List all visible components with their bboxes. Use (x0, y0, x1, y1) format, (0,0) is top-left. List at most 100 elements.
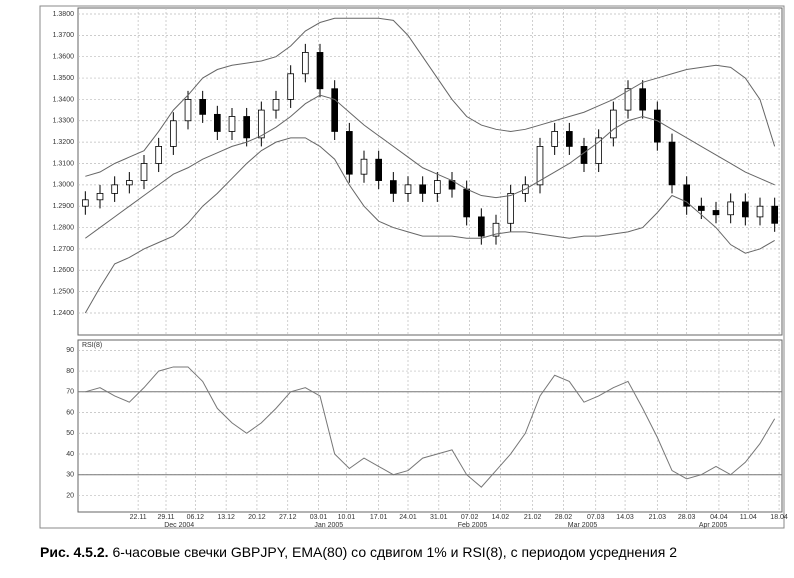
x-tick-label: 04.04 (710, 514, 728, 521)
candle-body (199, 99, 207, 115)
candle-body (742, 201, 749, 218)
month-label: Feb 2005 (458, 522, 488, 529)
candle-body (243, 116, 251, 139)
candle-body (331, 88, 339, 132)
y-tick-label: 1.3400 (53, 96, 75, 103)
y-tick-label: 1.3700 (53, 32, 75, 39)
candle-body (756, 205, 764, 218)
y-tick-label: 20 (66, 492, 74, 499)
candle-body (610, 109, 617, 139)
candle-body (404, 184, 412, 194)
candle-body (213, 113, 221, 132)
y-tick-label: 1.3100 (53, 160, 75, 167)
candle-body (389, 180, 397, 194)
candle-body (551, 131, 559, 147)
y-tick-label: 1.2700 (53, 246, 75, 253)
month-label: Dec 2004 (164, 522, 194, 529)
y-tick-label: 70 (66, 389, 74, 396)
line (85, 17, 776, 177)
x-tick-label: 28.02 (555, 514, 573, 521)
price-panel (77, 7, 783, 336)
caption: Рис. 4.5.2. 6-часовые свечки GBPJPY, EMA… (40, 544, 677, 560)
candle-body (536, 146, 544, 186)
candle-body (492, 222, 500, 237)
month-label: Jan 2005 (314, 522, 343, 529)
candle-body (287, 73, 295, 100)
candle-body (698, 205, 705, 211)
candle-body (301, 52, 309, 75)
candle-body (111, 184, 118, 194)
y-tick-label: 1.3800 (53, 11, 75, 18)
line (85, 94, 775, 239)
x-tick-label: 10.01 (338, 514, 356, 521)
x-tick-label: 18.04 (770, 514, 788, 521)
candle-body (316, 52, 324, 90)
x-tick-label: 21.03 (649, 514, 667, 521)
candle-body (566, 131, 573, 147)
x-tick-label: 07.02 (461, 514, 479, 521)
candle-body (228, 116, 236, 132)
x-tick-label: 06.12 (187, 514, 205, 521)
candle-body (126, 180, 133, 186)
candle-body (477, 216, 485, 237)
y-tick-label: 80 (66, 368, 74, 375)
candle-body (184, 99, 192, 122)
candle-body (771, 205, 779, 224)
candle-body (140, 163, 148, 181)
x-tick-label: 31.01 (430, 514, 448, 521)
y-tick-label: 30 (66, 472, 74, 479)
x-tick-label: 13.12 (217, 514, 235, 521)
y-tick-label: 1.2400 (53, 310, 75, 317)
x-tick-label: 17.01 (370, 514, 388, 521)
x-tick-label: 28.03 (678, 514, 696, 521)
x-tick-label: 21.02 (524, 514, 542, 521)
y-tick-label: 1.3300 (53, 118, 75, 125)
candle-body (433, 180, 441, 194)
candle-body (463, 188, 471, 218)
x-tick-label: 20.12 (248, 514, 266, 521)
x-tick-label: 27.12 (279, 514, 297, 521)
y-tick-label: 40 (66, 451, 74, 458)
y-tick-label: 1.2800 (53, 224, 75, 231)
candle-body (639, 88, 647, 111)
line (85, 366, 776, 488)
y-tick-label: 60 (66, 409, 74, 416)
x-tick-label: 03.01 (310, 514, 328, 521)
candle-body (580, 146, 588, 164)
candle-body (683, 184, 691, 207)
x-tick-label: 14.03 (616, 514, 634, 521)
y-tick-label: 1.3200 (53, 139, 75, 146)
candle-body (727, 201, 735, 216)
candle-body (272, 99, 280, 111)
x-tick-label: 24.01 (399, 514, 417, 521)
line (84, 137, 775, 314)
candle-body (155, 146, 163, 164)
candle-body (360, 158, 368, 175)
month-label: Apr 2005 (699, 522, 728, 529)
y-tick-label: 1.3000 (53, 182, 75, 189)
candle-body (507, 192, 515, 224)
caption-text: 6-часовые свечки GBPJPY, EMA(80) со сдви… (112, 544, 677, 560)
candle-body (595, 137, 603, 164)
candle-body (419, 184, 427, 194)
x-tick-label: 14.02 (492, 514, 510, 521)
rsi-panel (77, 339, 783, 513)
candle-body (654, 109, 661, 143)
candle-body (82, 199, 89, 207)
y-tick-label: 1.3500 (53, 75, 75, 82)
y-tick-label: 90 (66, 347, 74, 354)
y-tick-label: 1.2500 (53, 288, 75, 295)
candle-body (624, 88, 632, 111)
caption-label: Рис. 4.5.2. (40, 544, 109, 560)
candle-body (375, 158, 383, 181)
candle-body (712, 210, 720, 216)
candle-body (257, 109, 265, 139)
frame (39, 5, 785, 529)
candle-body (96, 192, 104, 201)
candle-body (345, 131, 353, 175)
rsi-title: RSI(8) (82, 342, 102, 349)
x-tick-label: 11.04 (740, 514, 757, 521)
y-tick-label: 50 (66, 430, 74, 437)
y-tick-label: 1.3600 (53, 54, 75, 61)
